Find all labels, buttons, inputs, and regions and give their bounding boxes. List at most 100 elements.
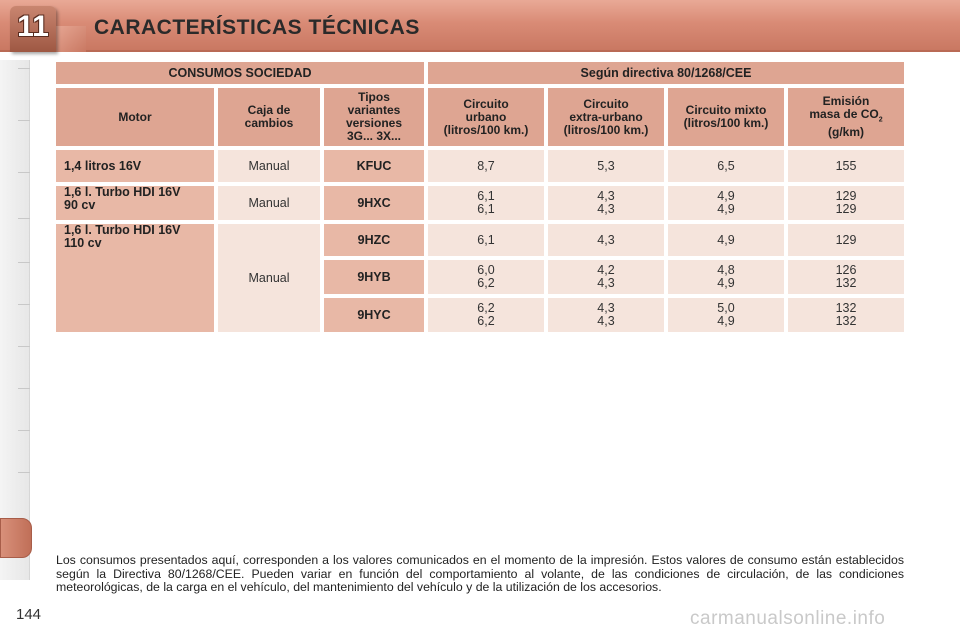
value: 6,2 [477, 276, 495, 290]
header-line: 3G... 3X... [346, 129, 402, 143]
cell-co2: 129 129 [788, 186, 904, 220]
row-gearbox: Manual [218, 224, 320, 332]
group-header-left: CONSUMOS SOCIEDAD [56, 62, 424, 84]
tab-divider [18, 430, 30, 431]
watermark: carmanualsonline.info [690, 608, 886, 629]
page-title: CARACTERÍSTICAS TÉCNICAS [94, 16, 420, 39]
tab-divider [18, 172, 30, 173]
cell-urban: 6,2 6,2 [428, 298, 544, 332]
chapter-tab-active[interactable] [0, 518, 32, 558]
value: 4,9 [717, 232, 735, 247]
col-header-motor: Motor [56, 88, 214, 146]
value: 129 [835, 189, 857, 203]
cell-extra-urban: 5,3 [548, 150, 664, 182]
row-engine-label: 1,4 litros 16V [56, 150, 214, 182]
header-line: Circuito [463, 96, 509, 111]
header-line: Caja de [247, 103, 291, 117]
header-line: (litros/100 km.) [563, 122, 649, 137]
header-line: Circuito mixto [685, 103, 767, 117]
tab-divider [18, 472, 30, 473]
chapter-number: 11 [17, 10, 49, 43]
header-line: Circuito [583, 96, 629, 111]
group-header-right: Según directiva 80/1268/CEE [428, 62, 904, 84]
col-header-urban: Circuito urbano (litros/100 km.) [428, 88, 544, 146]
engine-line: 1,6 l. Turbo HDI 16V [64, 185, 181, 199]
header-line: Tipos [358, 90, 390, 104]
tab-divider [18, 262, 30, 263]
chapter-tab-strip [0, 60, 30, 580]
value: 6,2 [477, 314, 495, 328]
tab-divider [18, 218, 30, 219]
co2-subscript: 2 [878, 116, 883, 124]
row-engine-label: 1,6 l. Turbo HDI 16V 90 cv [56, 186, 214, 220]
row-gearbox: Manual [218, 186, 320, 220]
value: 4,9 [717, 202, 735, 216]
header-line: versiones [345, 116, 403, 130]
value: 4,9 [717, 314, 735, 328]
header-line: (litros/100 km.) [683, 116, 769, 130]
cell-urban: 6,1 [428, 224, 544, 256]
engine-line: 1,6 l. Turbo HDI 16V [64, 223, 181, 237]
col-header-emission: Emisión masa de CO2 (g/km) [788, 88, 904, 146]
cell-urban: 8,7 [428, 150, 544, 182]
co2-label: masa de CO [809, 106, 879, 121]
value: 132 [835, 301, 857, 315]
value: 4,3 [597, 301, 615, 315]
cell-co2: 129 [788, 224, 904, 256]
cell-mixed: 6,5 [668, 150, 784, 182]
row-engine-label: 1,6 l. Turbo HDI 16V 110 cv [56, 224, 214, 332]
cell-extra-urban: 4,3 4,3 [548, 186, 664, 220]
col-header-gearbox: Caja de cambios [218, 88, 320, 146]
header-line: variantes [347, 103, 401, 117]
row-code: 9HYC [324, 298, 424, 332]
row-code: 9HXC [324, 186, 424, 220]
value: 129 [835, 232, 857, 247]
value: 4,3 [597, 276, 615, 290]
col-header-types: Tipos variantes versiones 3G... 3X... [324, 88, 424, 146]
tab-divider [18, 120, 30, 121]
value: 155 [835, 158, 857, 173]
tab-divider [18, 304, 30, 305]
value: 132 [835, 276, 857, 290]
value: 4,3 [597, 189, 615, 203]
cell-urban: 6,1 6,1 [428, 186, 544, 220]
cell-co2: 132 132 [788, 298, 904, 332]
value: 4,3 [597, 232, 615, 247]
col-header-mixed: Circuito mixto (litros/100 km.) [668, 88, 784, 146]
cell-mixed: 4,9 [668, 224, 784, 256]
value: 6,2 [477, 301, 495, 315]
chapter-header: 11 CARACTERÍSTICAS TÉCNICAS [0, 0, 960, 52]
cell-co2: 155 [788, 150, 904, 182]
engine-line: 90 cv [64, 198, 96, 212]
cell-extra-urban: 4,3 [548, 224, 664, 256]
value: 6,1 [477, 202, 495, 216]
value: 129 [835, 202, 857, 216]
tab-divider [18, 68, 30, 69]
value: 8,7 [477, 158, 495, 173]
cell-urban: 6,0 6,2 [428, 260, 544, 294]
value: 4,9 [717, 189, 735, 203]
tab-divider [18, 388, 30, 389]
engine-line: 110 cv [64, 236, 102, 250]
value: 5,0 [717, 301, 735, 315]
cell-co2: 126 132 [788, 260, 904, 294]
value: 6,1 [477, 189, 495, 203]
header-notch [56, 26, 86, 52]
cell-mixed: 5,0 4,9 [668, 298, 784, 332]
value: 5,3 [597, 158, 615, 173]
value: 132 [835, 314, 857, 328]
row-code: 9HZC [324, 224, 424, 256]
chapter-number-badge: 11 [10, 6, 56, 52]
header-line: masa de CO2 [809, 106, 883, 126]
cell-mixed: 4,8 4,9 [668, 260, 784, 294]
value: 4,2 [597, 263, 615, 277]
page-number: 144 [16, 606, 42, 623]
row-gearbox: Manual [218, 150, 320, 182]
value: 4,3 [597, 314, 615, 328]
value: 6,1 [477, 232, 495, 247]
tab-divider [18, 346, 30, 347]
cell-extra-urban: 4,2 4,3 [548, 260, 664, 294]
header-line: urbano [465, 109, 507, 124]
header-line: (g/km) [828, 125, 864, 140]
value: 4,3 [597, 202, 615, 216]
